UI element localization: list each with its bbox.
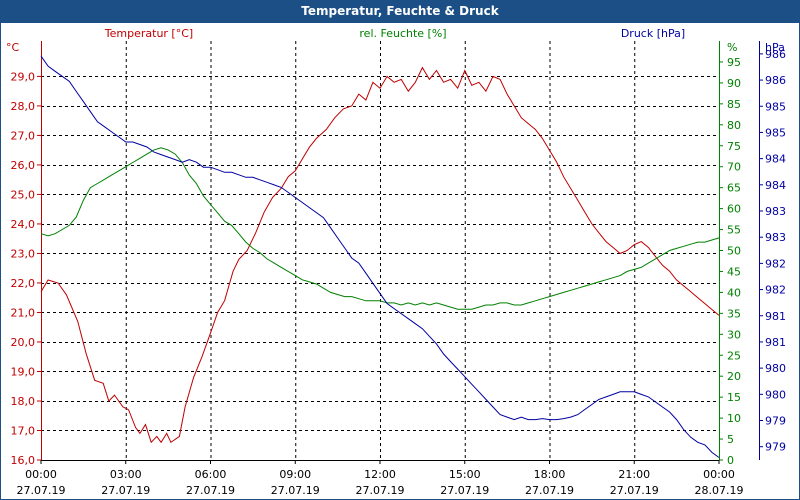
temperature-tick-label: 18,0 — [11, 395, 36, 408]
x-tick-date-label: 27.07.19 — [271, 484, 320, 497]
x-tick-date-label: 27.07.19 — [101, 484, 150, 497]
temperature-tick-label: 25,0 — [11, 188, 36, 201]
temperature-tick-label: 29,0 — [11, 70, 36, 83]
temperature-tick-label: 21,0 — [11, 306, 36, 319]
pressure-tick-label: 986 — [765, 48, 786, 61]
x-tick-date-label: 27.07.19 — [356, 484, 405, 497]
pressure-tick-label: 980 — [765, 388, 786, 401]
chart-frame: 16,0 17,0 18,0 19,0 20,0 21,0 22,0 23,0 24,0 25,0… — [0, 22, 800, 500]
pressure-tick-label: 981 — [765, 310, 786, 323]
window-title: Temperatur, Feuchte & Druck — [0, 0, 800, 22]
pressure-tick-label: 984 — [765, 179, 786, 192]
pressure-tick-label: 985 — [765, 100, 786, 113]
pressure-tick-label: 979 — [765, 441, 786, 454]
humidity-tick-label: 25 — [727, 349, 741, 362]
series-line-pressure — [40, 55, 720, 458]
humidity-tick-label: 20 — [727, 370, 741, 383]
x-tick-date-label: 27.07.19 — [440, 484, 489, 497]
x-tick-date-label: 27.07.19 — [610, 484, 659, 497]
x-tick-time-label: 15:00 — [449, 468, 481, 481]
pressure-tick-label: 984 — [765, 153, 786, 166]
series-line-humidity — [40, 147, 720, 310]
pressure-unit-label: hPa — [765, 41, 785, 54]
pressure-tick-label: 986 — [765, 74, 786, 87]
humidity-tick-label: 65 — [727, 182, 741, 195]
x-tick-time-label: 06:00 — [195, 468, 227, 481]
temperature-tick-label: 22,0 — [11, 277, 36, 290]
temperature-tick-label: 17,0 — [11, 424, 36, 437]
humidity-tick-label: 5 — [727, 433, 734, 446]
x-tick-time-label: 18:00 — [534, 468, 566, 481]
humidity-tick-label: 85 — [727, 98, 741, 111]
humidity-tick-label: 55 — [727, 224, 741, 237]
humidity-tick-label: 45 — [727, 265, 741, 278]
x-tick-time-label: 21:00 — [618, 468, 650, 481]
temperature-tick-label: 26,0 — [11, 159, 36, 172]
temperature-tick-label: 24,0 — [11, 218, 36, 231]
temperature-tick-label: 16,0 — [11, 454, 36, 467]
humidity-tick-label: 75 — [727, 140, 741, 153]
x-tick-date-label: 27.07.19 — [17, 484, 66, 497]
x-tick-date-label: 27.07.19 — [525, 484, 574, 497]
humidity-unit-label: % — [727, 41, 737, 54]
humidity-tick-label: 70 — [727, 161, 741, 174]
humidity-tick-label: 15 — [727, 391, 741, 404]
humidity-tick-label: 10 — [727, 412, 741, 425]
humidity-tick-label: 0 — [727, 454, 734, 467]
humidity-tick-label: 90 — [727, 77, 741, 90]
humidity-tick-label: 35 — [727, 307, 741, 320]
pressure-tick-label: 980 — [765, 362, 786, 375]
x-tick-time-label: 00:00 — [25, 468, 57, 481]
humidity-tick-label: 80 — [727, 119, 741, 132]
pressure-tick-label: 983 — [765, 231, 786, 244]
humidity-tick-label: 40 — [727, 286, 741, 299]
pressure-tick-label: 985 — [765, 126, 786, 139]
x-tick-time-label: 03:00 — [110, 468, 142, 481]
pressure-tick-label: 979 — [765, 415, 786, 428]
pressure-axis-title: Druck [hPa] — [621, 27, 685, 40]
x-tick-time-label: 09:00 — [279, 468, 311, 481]
temperature-tick-label: 23,0 — [11, 247, 36, 260]
temperature-axis-title: Temperatur [°C] — [104, 27, 193, 40]
series-line-temperature — [40, 66, 720, 444]
pressure-tick-label: 982 — [765, 257, 786, 270]
chart-svg: 16,0 17,0 18,0 19,0 20,0 21,0 22,0 23,0 24,0 25,0… — [6, 27, 786, 497]
pressure-tick-label: 981 — [765, 336, 786, 349]
temperature-tick-label: 20,0 — [11, 336, 36, 349]
x-tick-time-label: 12:00 — [364, 468, 396, 481]
pressure-tick-label: 983 — [765, 205, 786, 218]
temperature-tick-label: 28,0 — [11, 100, 36, 113]
humidity-tick-label: 60 — [727, 203, 741, 216]
x-tick-time-label: 00:00 — [703, 468, 735, 481]
temperature-tick-label: 27,0 — [11, 129, 36, 142]
x-tick-date-label: 27.07.19 — [186, 484, 235, 497]
pressure-tick-label: 982 — [765, 284, 786, 297]
temperature-tick-label: 19,0 — [11, 365, 36, 378]
humidity-tick-label: 50 — [727, 245, 741, 258]
x-tick-date-label: 28.07.19 — [695, 484, 744, 497]
humidity-tick-label: 30 — [727, 328, 741, 341]
humidity-axis-title: rel. Feuchte [%] — [359, 27, 446, 40]
temperature-unit-label: °C — [6, 41, 20, 54]
humidity-tick-label: 95 — [727, 56, 741, 69]
